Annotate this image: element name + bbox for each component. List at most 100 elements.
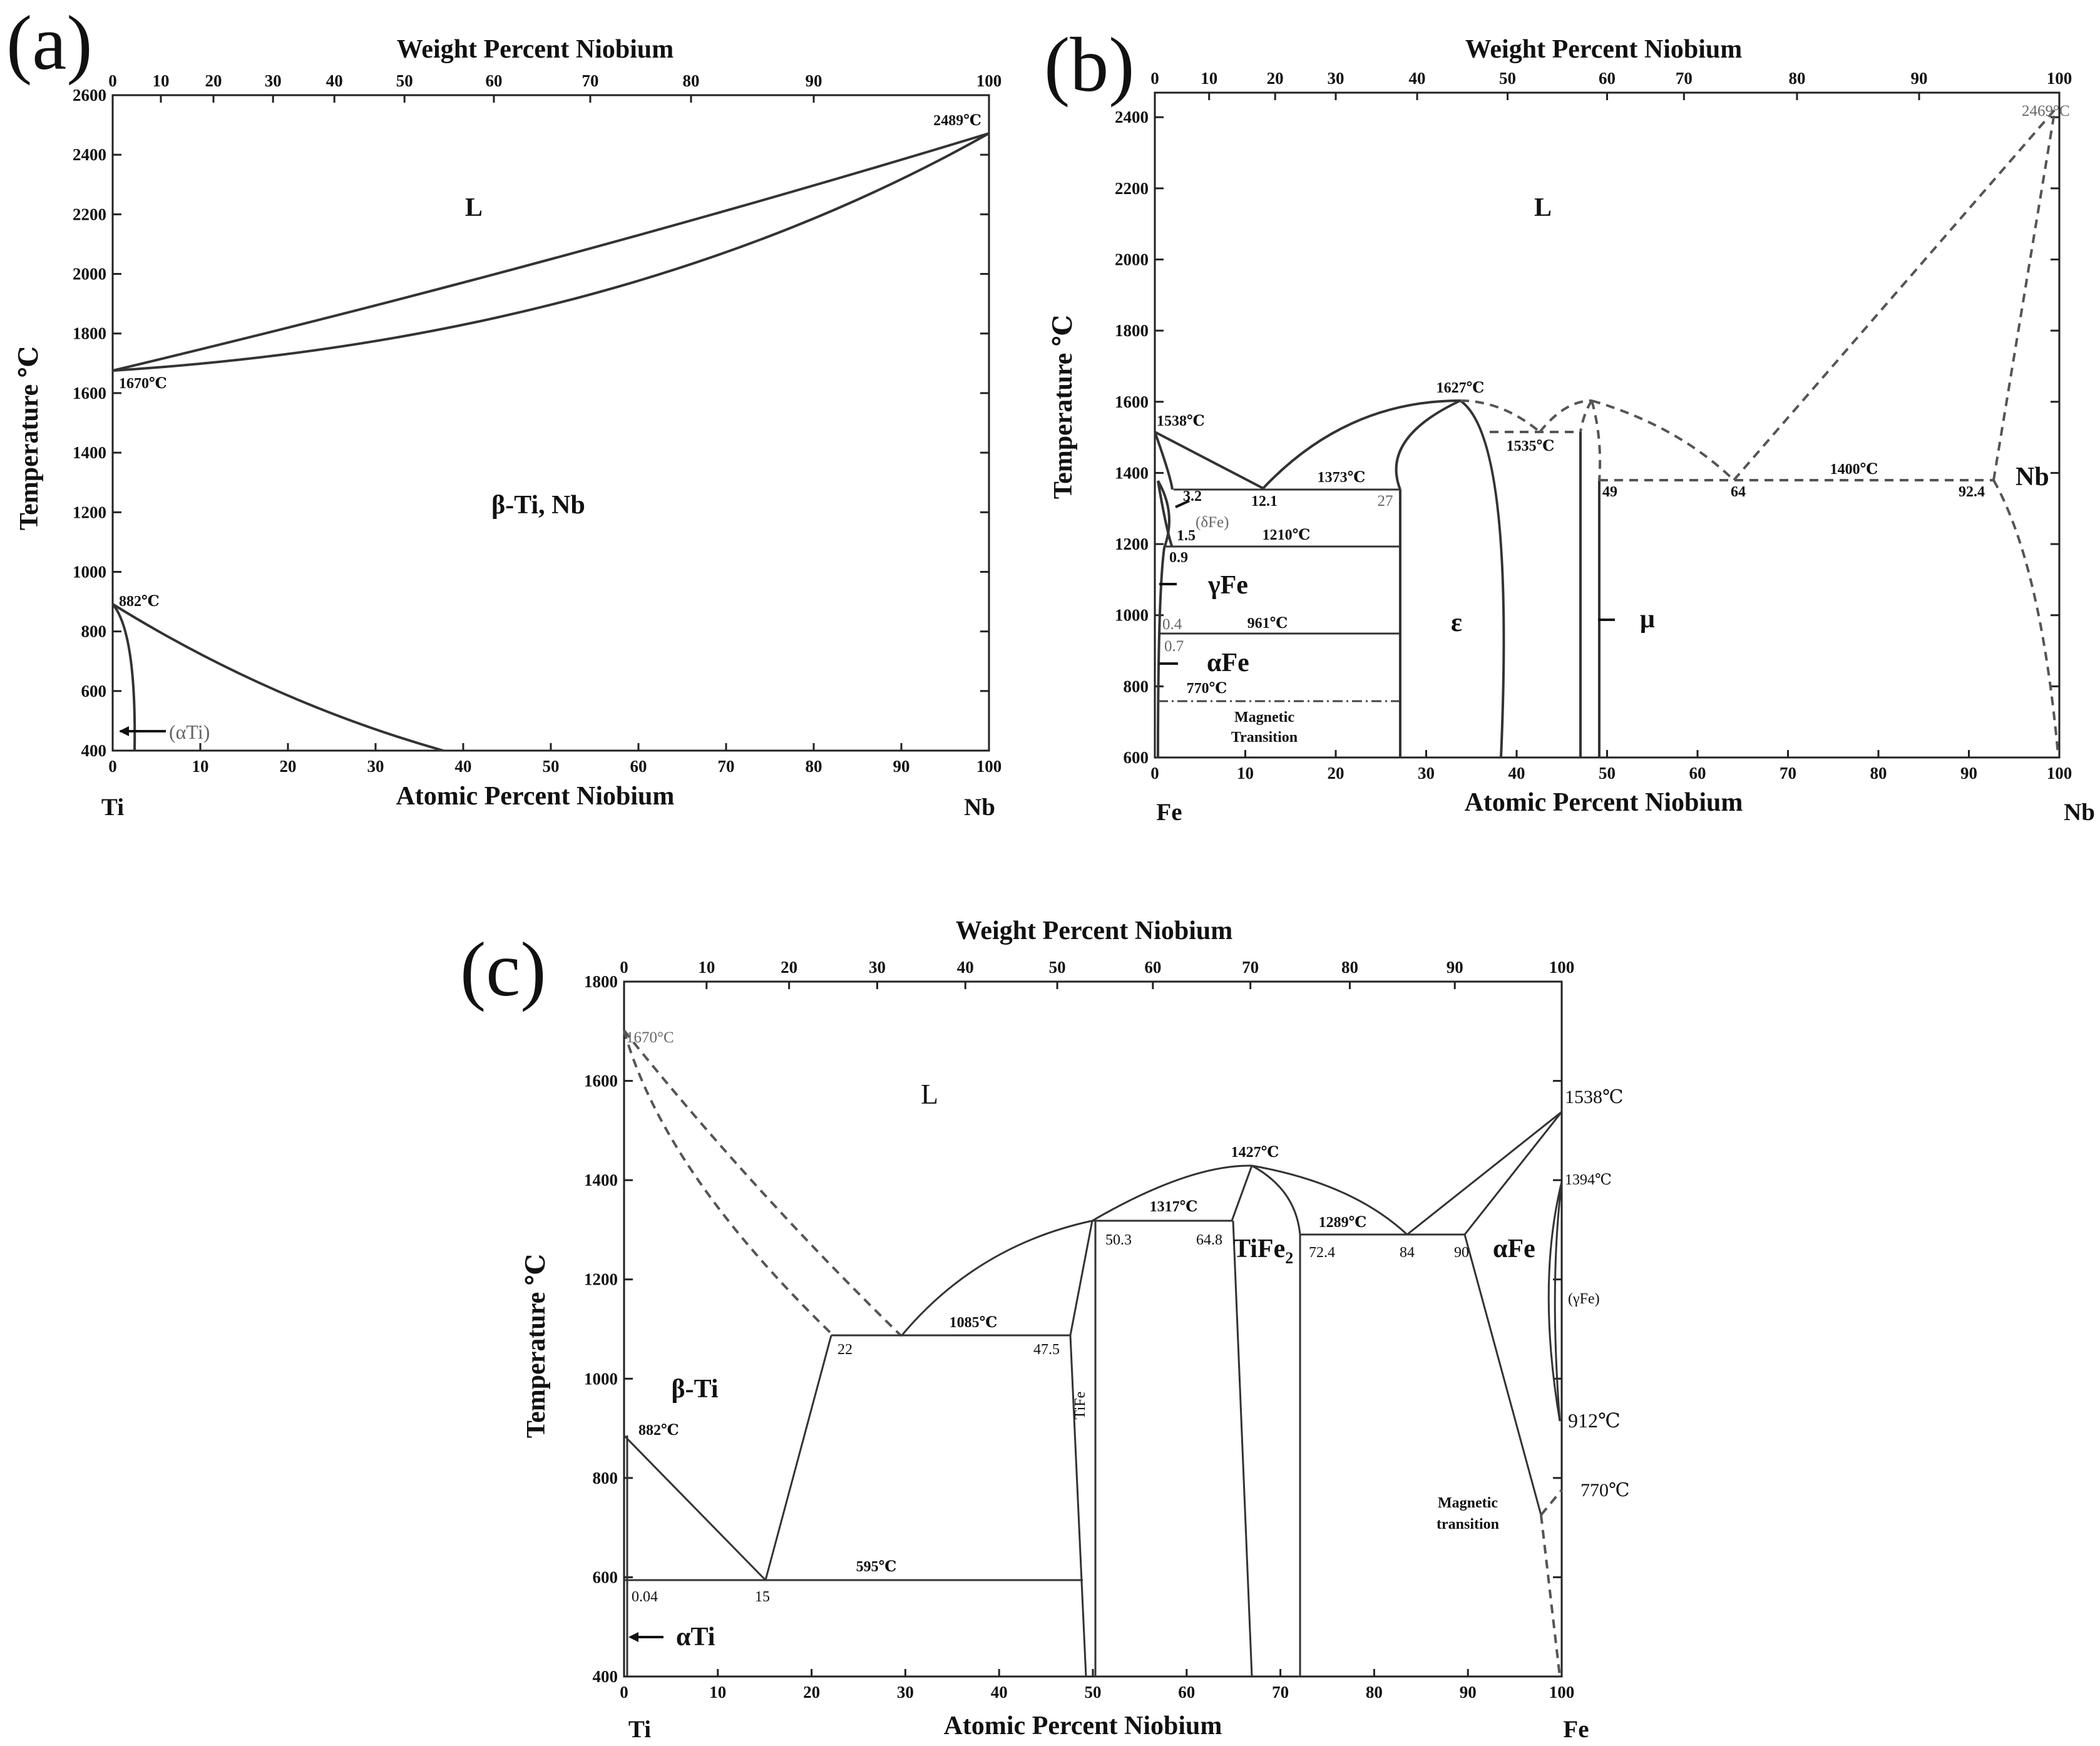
panel-b-gamma-fe-label: γFe — [1207, 571, 1248, 600]
panel-c-temp-882: 882℃ — [638, 1422, 679, 1439]
panel-c-tife-label: TiFe — [1072, 1392, 1088, 1419]
x-tick-label-bottom: 50 — [1599, 764, 1616, 783]
x-tick-label-top: 90 — [806, 71, 822, 90]
panel-c-tife2-sub: 2 — [1285, 1249, 1293, 1267]
y-tick-label: 1200 — [73, 503, 106, 521]
panel-c-alpha-ti-arrowhead — [628, 1632, 638, 1642]
y-tick-label: 2200 — [73, 205, 106, 223]
panel-b-mu-label: μ — [1640, 605, 1655, 634]
panel-b-liquidus-dash-3 — [1591, 399, 1735, 481]
panel-b-solidus-nb-line — [1992, 109, 2056, 481]
x-tick-label-bottom: 100 — [2047, 764, 2072, 783]
x-tick-label-bottom: 40 — [991, 1683, 1008, 1702]
panel-c-tife2-left-boundary — [1232, 1220, 1253, 1677]
x-tick-label-top: 100 — [1549, 958, 1575, 977]
panel-b-temp-1400: 1400℃ — [1830, 461, 1878, 478]
panel-c-liquidus-tife2-left — [1092, 1164, 1252, 1222]
panel-b-top-axis-title: Weight Percent Niobium — [1465, 35, 1743, 64]
y-tick-label: 1800 — [584, 972, 618, 991]
panel-c-liquidus-dash-1 — [623, 1030, 832, 1335]
y-tick-label: 1400 — [1115, 463, 1149, 482]
x-tick-label-top: 50 — [1499, 69, 1516, 88]
x-tick-label-bottom: 50 — [543, 757, 560, 776]
x-tick-label-top: 90 — [1911, 69, 1928, 88]
x-tick-label-bottom: 10 — [192, 757, 209, 776]
panel-c-comp-50-3: 50.3 — [1105, 1232, 1132, 1248]
x-tick-label-bottom: 80 — [806, 757, 822, 776]
panel-a-temp-2489: 2489℃ — [933, 113, 981, 129]
y-tick-label: 1000 — [1115, 606, 1149, 625]
panel-c-gamma-loop-outer — [1547, 1181, 1563, 1422]
panel-c-tife2-label: TiFe2 — [1233, 1235, 1293, 1267]
x-tick-label-top: 50 — [396, 71, 413, 90]
x-tick-label-bottom: 40 — [455, 757, 472, 776]
x-tick-label-top: 90 — [1447, 958, 1463, 977]
x-tick-label-top: 30 — [869, 958, 886, 977]
panel-b-label: (b) — [1044, 22, 1135, 108]
panel-c-alpha-ti-label: αTi — [676, 1623, 715, 1651]
panel-c-comp-84: 84 — [1400, 1245, 1415, 1261]
panel-b-left-element: Fe — [1156, 799, 1182, 826]
panel-a-solidus-line — [112, 132, 990, 372]
panel-c-liquid-label: L — [921, 1078, 938, 1110]
x-tick-label-top: 0 — [108, 71, 117, 90]
y-tick-label: 1800 — [1115, 321, 1149, 340]
y-tick-label: 400 — [593, 1667, 618, 1686]
panel-c-beta-ti-label: β-Ti — [671, 1375, 718, 1404]
panel-b-comp-64: 64 — [1731, 484, 1746, 500]
panel-c-y-axis-title: Temperature ℃ — [522, 1254, 551, 1438]
panel-c-magnetic-dash-2 — [1540, 1514, 1561, 1677]
panel-c-temp-770: 770℃ — [1580, 1480, 1630, 1501]
panel-c-alpha-fe-label: αFe — [1493, 1235, 1535, 1263]
x-tick-label-bottom: 90 — [1960, 764, 1977, 783]
panel-b-alpha-fe-label: αFe — [1207, 649, 1249, 677]
y-tick-label: 1000 — [73, 562, 106, 581]
x-tick-label-top: 40 — [326, 71, 343, 90]
panel-a-plot-frame — [111, 94, 990, 752]
x-tick-label-bottom: 20 — [1328, 764, 1345, 783]
panel-a-liquidus-line — [112, 132, 990, 372]
panel-c-solidus-fe-line — [1463, 1111, 1563, 1235]
panel-c-left-element: Ti — [628, 1716, 651, 1743]
x-tick-label-bottom: 90 — [893, 757, 910, 776]
x-tick-label-bottom: 70 — [718, 757, 735, 776]
x-tick-label-bottom: 50 — [1085, 1683, 1102, 1702]
x-tick-label-bottom: 70 — [1272, 1683, 1289, 1702]
panel-b-temp-1538: 1538℃ — [1157, 413, 1205, 429]
x-tick-label-top: 10 — [1201, 69, 1217, 88]
panel-c-label: (c) — [460, 927, 546, 1012]
panel-b-ticks: 0 10 20 30 40 50 60 70 80 90 1000 10 20 30 40 50 60 70 80 9… — [1115, 69, 2072, 783]
x-tick-label-bottom: 20 — [803, 1683, 820, 1702]
panel-c-magnetic-1: Magnetic — [1438, 1495, 1498, 1511]
panel-b-comp-92-4: 92.4 — [1959, 484, 1985, 500]
panel-b-delta-fe-label: (δFe) — [1196, 514, 1229, 531]
panel-b-liquidus-dash-1 — [1460, 399, 1541, 433]
x-tick-label-bottom: 0 — [1150, 764, 1159, 783]
panel-b-right-element: Nb — [2064, 799, 2095, 826]
panel-b-eps-solidus-left — [1395, 399, 1461, 490]
panel-b-eps-right-boundary — [1459, 399, 1505, 758]
panel-c-temp-1085: 1085℃ — [950, 1315, 998, 1331]
panel-b-nb-label: Nb — [2015, 463, 2049, 491]
y-tick-label: 600 — [593, 1568, 618, 1586]
y-tick-label: 800 — [1124, 677, 1149, 696]
panel-b-delta-line — [1154, 431, 1174, 490]
y-tick-label: 1400 — [73, 443, 106, 462]
y-tick-label: 1600 — [1115, 393, 1149, 411]
panel-b-liquidus-fe-line — [1154, 431, 1264, 490]
panel-b-magnetic-1: Magnetic — [1234, 709, 1294, 726]
panel-b-y-axis-title: Temperature ℃ — [1049, 315, 1078, 499]
x-tick-label-top: 20 — [205, 71, 222, 90]
panel-a-beta-label: β-Ti, Nb — [491, 491, 585, 520]
panel-a-temp-882: 882℃ — [119, 593, 160, 610]
panel-c-temp-595: 595℃ — [856, 1559, 897, 1575]
panel-b-comp-49: 49 — [1602, 484, 1617, 500]
x-tick-label-bottom: 0 — [620, 1683, 628, 1702]
x-tick-label-bottom: 30 — [897, 1683, 914, 1702]
x-tick-label-bottom: 60 — [1178, 1683, 1195, 1702]
x-tick-label-top: 10 — [153, 71, 170, 90]
panel-c-temp-1317: 1317℃ — [1150, 1199, 1198, 1215]
panel-c-tife-left-boundary — [1069, 1335, 1087, 1677]
panel-b-temp-2469: 2469°C — [2022, 103, 2070, 120]
y-tick-label: 1600 — [584, 1072, 618, 1091]
